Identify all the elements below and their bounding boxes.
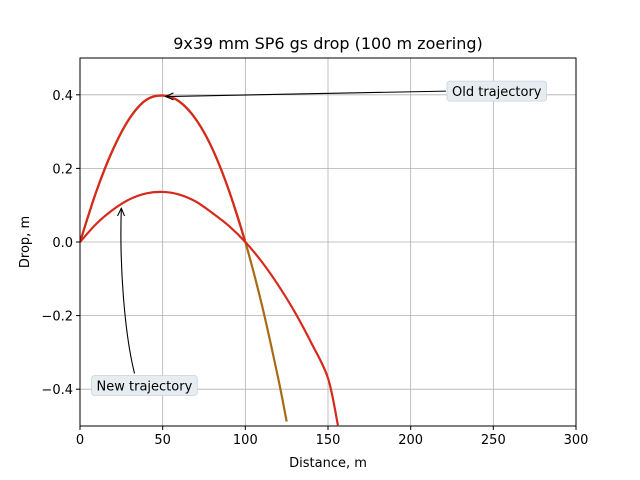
- annotation-0: Old trajectory: [166, 80, 547, 102]
- annotation-box: [91, 375, 198, 396]
- x-tick-label: 250: [481, 433, 506, 448]
- annotation-label: New trajectory: [97, 380, 193, 395]
- y-tick-label: 0.4: [52, 89, 73, 104]
- chart-title: 9x39 mm SP6 gs drop (100 m zoering): [173, 34, 483, 53]
- x-axis: 0 50 100 150 200 250 300: [76, 426, 589, 448]
- x-tick-label: 0: [76, 433, 84, 448]
- y-tick-label: −0.4: [41, 383, 73, 398]
- x-tick-label: 50: [154, 433, 171, 448]
- x-tick-label: 200: [398, 433, 423, 448]
- series-layer: [80, 94, 339, 426]
- annotation-arrow: [121, 208, 136, 374]
- series-line-1: [80, 94, 247, 243]
- annotations: Old trajectory New trajectory: [91, 80, 547, 396]
- series-line-0: [80, 94, 288, 422]
- annotation-1: New trajectory: [91, 208, 198, 396]
- y-tick-label: −0.2: [41, 310, 73, 325]
- annotation-arrow: [166, 90, 447, 96]
- x-axis-label: Distance, m: [289, 456, 367, 471]
- y-axis: −0.4 −0.2 0.0 0.2 0.4: [41, 89, 80, 398]
- annotation-label: Old trajectory: [452, 85, 542, 100]
- grid: [79, 58, 577, 426]
- x-tick-label: 300: [564, 433, 589, 448]
- y-axis-label: Drop, m: [18, 216, 33, 268]
- series-line-2: [80, 190, 339, 426]
- annotation-box: [446, 80, 547, 102]
- x-tick-label: 100: [233, 433, 258, 448]
- y-tick-label: 0.2: [52, 162, 73, 177]
- x-tick-label: 150: [316, 433, 341, 448]
- y-tick-label: 0.0: [52, 236, 73, 251]
